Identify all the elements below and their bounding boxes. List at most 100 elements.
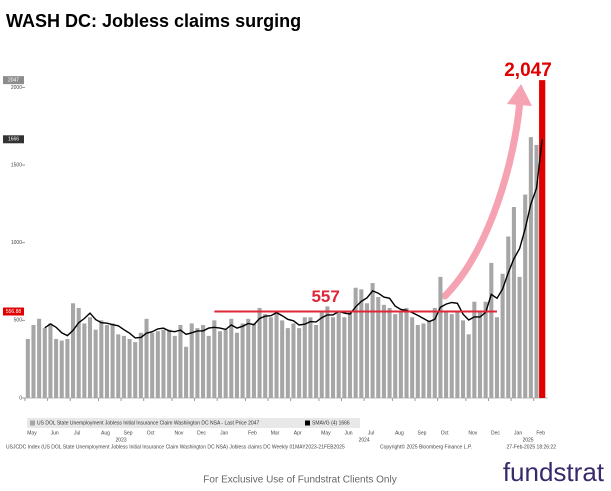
bar xyxy=(444,311,449,398)
bar xyxy=(104,325,109,398)
x-tick-label: Nov xyxy=(468,430,477,436)
bar xyxy=(31,325,36,398)
bar xyxy=(393,314,398,398)
x-tick-label: Jul xyxy=(74,430,80,436)
x-tick-label: May xyxy=(321,430,331,436)
logo: fundstrat xyxy=(503,457,605,487)
bar xyxy=(517,276,522,398)
bar xyxy=(494,317,499,398)
bar xyxy=(483,301,488,398)
axis-badge xyxy=(3,76,24,85)
y-tick-label: 1000 xyxy=(11,240,22,246)
bar xyxy=(234,332,239,398)
source-note: USJCDC Index (US DOL State Unemployment … xyxy=(6,444,345,450)
bar xyxy=(331,317,336,398)
bar xyxy=(489,262,494,398)
bar xyxy=(539,80,546,399)
axis-badge xyxy=(3,307,24,316)
bar xyxy=(93,329,98,398)
bar xyxy=(432,307,437,398)
bar xyxy=(223,329,228,398)
bar xyxy=(285,328,290,398)
bar xyxy=(257,307,262,398)
bar xyxy=(172,335,177,398)
bar xyxy=(347,311,353,398)
bar xyxy=(370,283,375,398)
x-tick-label: Dec xyxy=(491,430,500,436)
bar xyxy=(280,320,285,398)
bar xyxy=(110,323,115,398)
moving-average-line xyxy=(44,139,543,339)
chart-title: WASH DC: Jobless claims surging xyxy=(6,11,301,31)
bar xyxy=(212,320,217,398)
bar xyxy=(291,323,296,398)
bar xyxy=(121,335,126,398)
bar xyxy=(116,334,121,398)
x-tick-label: Dec xyxy=(197,430,206,436)
bar xyxy=(438,276,443,398)
bar xyxy=(523,194,528,398)
bar xyxy=(71,303,76,398)
bar xyxy=(461,320,466,398)
x-tick-label: Oct xyxy=(441,430,449,436)
bar xyxy=(477,311,483,398)
bar xyxy=(398,311,403,398)
copyright: Copyright© 2025 Bloomberg Finance L.P. xyxy=(380,443,472,450)
x-tick-label: Mar xyxy=(271,430,280,436)
bar xyxy=(528,137,533,398)
axis-badge-label: 556.88 xyxy=(6,309,22,315)
bar xyxy=(263,314,268,398)
bar xyxy=(534,144,539,398)
x-tick-label: May xyxy=(27,430,37,436)
reference-label: 557 xyxy=(311,287,339,306)
bar xyxy=(37,318,42,398)
bar xyxy=(138,332,143,398)
bar xyxy=(25,338,30,398)
bar xyxy=(466,334,471,398)
x-tick-label: Aug xyxy=(101,430,110,436)
y-tick-label: 0 xyxy=(19,395,22,401)
bar xyxy=(325,306,330,398)
bar xyxy=(217,331,223,398)
bar xyxy=(314,325,319,398)
bar xyxy=(455,311,460,398)
bar xyxy=(353,287,358,398)
bar xyxy=(144,318,149,398)
y-tick-label: 500 xyxy=(14,318,23,324)
y-tick-label: 1500 xyxy=(11,162,22,168)
x-tick-label: Apr xyxy=(294,430,302,436)
bar xyxy=(127,338,132,398)
bar xyxy=(189,323,194,398)
bar xyxy=(415,325,420,398)
bar xyxy=(342,317,347,398)
bar xyxy=(319,311,324,398)
bar xyxy=(150,332,155,398)
x-tick-label: Sep xyxy=(418,430,427,436)
year-label: 2024 xyxy=(359,437,370,443)
bar xyxy=(251,323,256,398)
bar xyxy=(472,301,477,398)
bar xyxy=(161,329,166,398)
bar xyxy=(201,325,206,398)
axis-badge-label: 1666 xyxy=(8,137,19,143)
bar xyxy=(155,331,160,398)
year-label: 2023 xyxy=(116,437,127,443)
bar xyxy=(206,335,211,398)
arrow-head xyxy=(507,84,532,106)
bar xyxy=(54,338,59,398)
bar xyxy=(500,273,505,398)
bar xyxy=(87,317,93,398)
bar xyxy=(274,311,279,398)
x-tick-label: Jul xyxy=(368,430,374,436)
trend-arrow xyxy=(441,96,524,300)
bar xyxy=(246,318,251,398)
bar xyxy=(195,328,200,398)
bar xyxy=(308,317,313,398)
bar xyxy=(229,318,234,398)
bar xyxy=(410,317,415,398)
bar xyxy=(76,307,81,398)
year-label: 2025 xyxy=(522,437,533,443)
bar xyxy=(511,206,516,398)
bar xyxy=(404,307,409,398)
